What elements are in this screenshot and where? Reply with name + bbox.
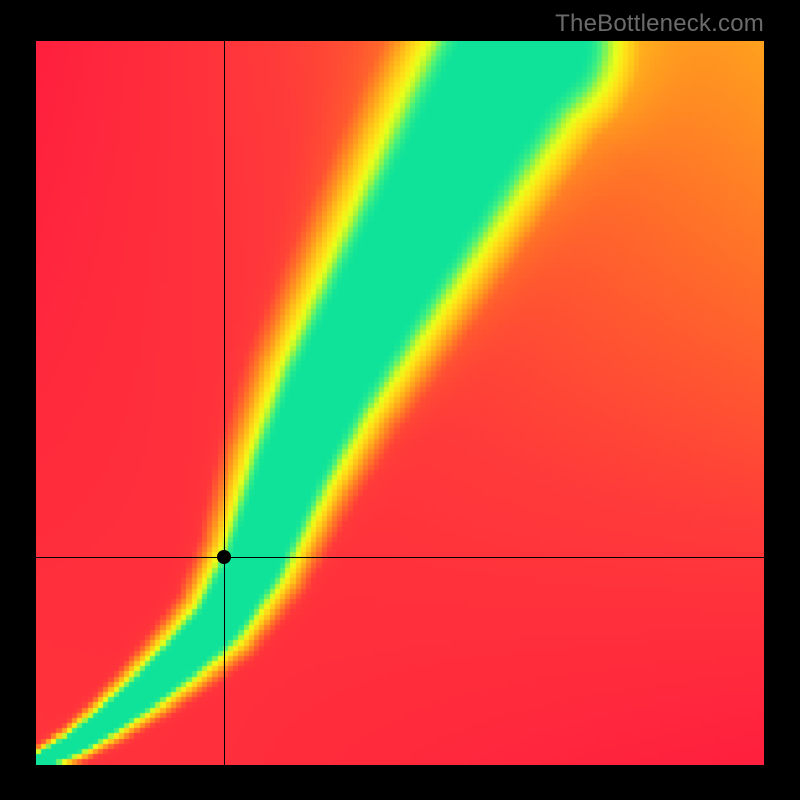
crosshair-dot bbox=[217, 550, 231, 564]
watermark-text: TheBottleneck.com bbox=[555, 10, 764, 38]
crosshair-vertical bbox=[224, 41, 225, 765]
heatmap-canvas bbox=[36, 41, 764, 765]
plot-area bbox=[36, 41, 764, 765]
crosshair-horizontal bbox=[36, 557, 764, 558]
